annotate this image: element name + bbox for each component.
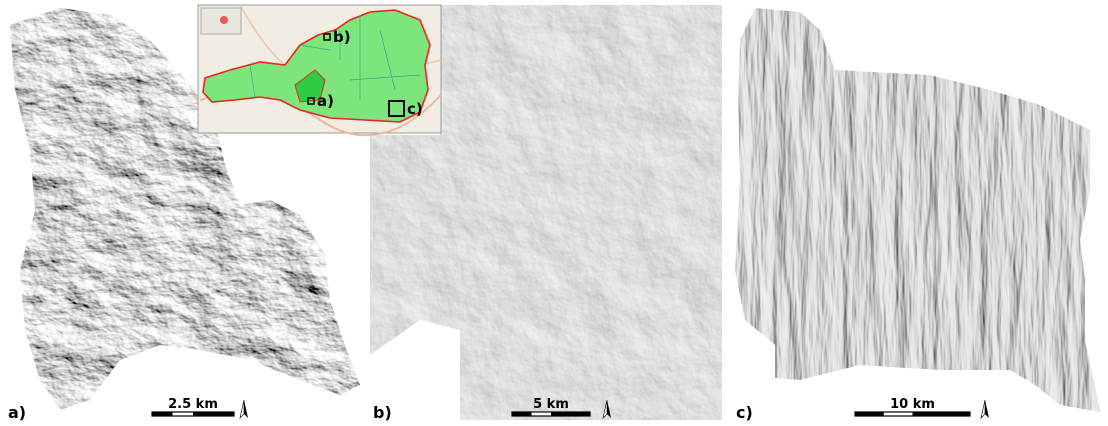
scale-bar-segment (551, 412, 590, 416)
figure: b) a) c) a) 2.5 km b) 5 km c) 10 km (0, 0, 1108, 426)
panel-label: a) (8, 403, 26, 422)
scale-bar-segment (193, 412, 234, 416)
scale-label: 5 km (533, 397, 569, 412)
scale-bar-segment (913, 412, 971, 416)
north-arrow (244, 400, 248, 418)
inset-label: c) (407, 100, 423, 118)
scale-bar-segment (855, 412, 884, 416)
scale-label: 10 km (890, 397, 935, 412)
scale-bar-segment (512, 412, 532, 416)
north-arrow (240, 400, 244, 418)
north-arrow (985, 400, 989, 418)
panel-label: c) (736, 403, 753, 422)
scale-label: 2.5 km (168, 397, 218, 412)
inset-map: b) a) c) (198, 5, 441, 135)
inset-label: a) (317, 92, 334, 110)
scale-bar-segment (152, 412, 173, 416)
inset-label: b) (333, 28, 351, 46)
panel-label: b) (373, 403, 392, 422)
north-arrow (981, 400, 985, 418)
hillshade-c (730, 0, 1108, 426)
